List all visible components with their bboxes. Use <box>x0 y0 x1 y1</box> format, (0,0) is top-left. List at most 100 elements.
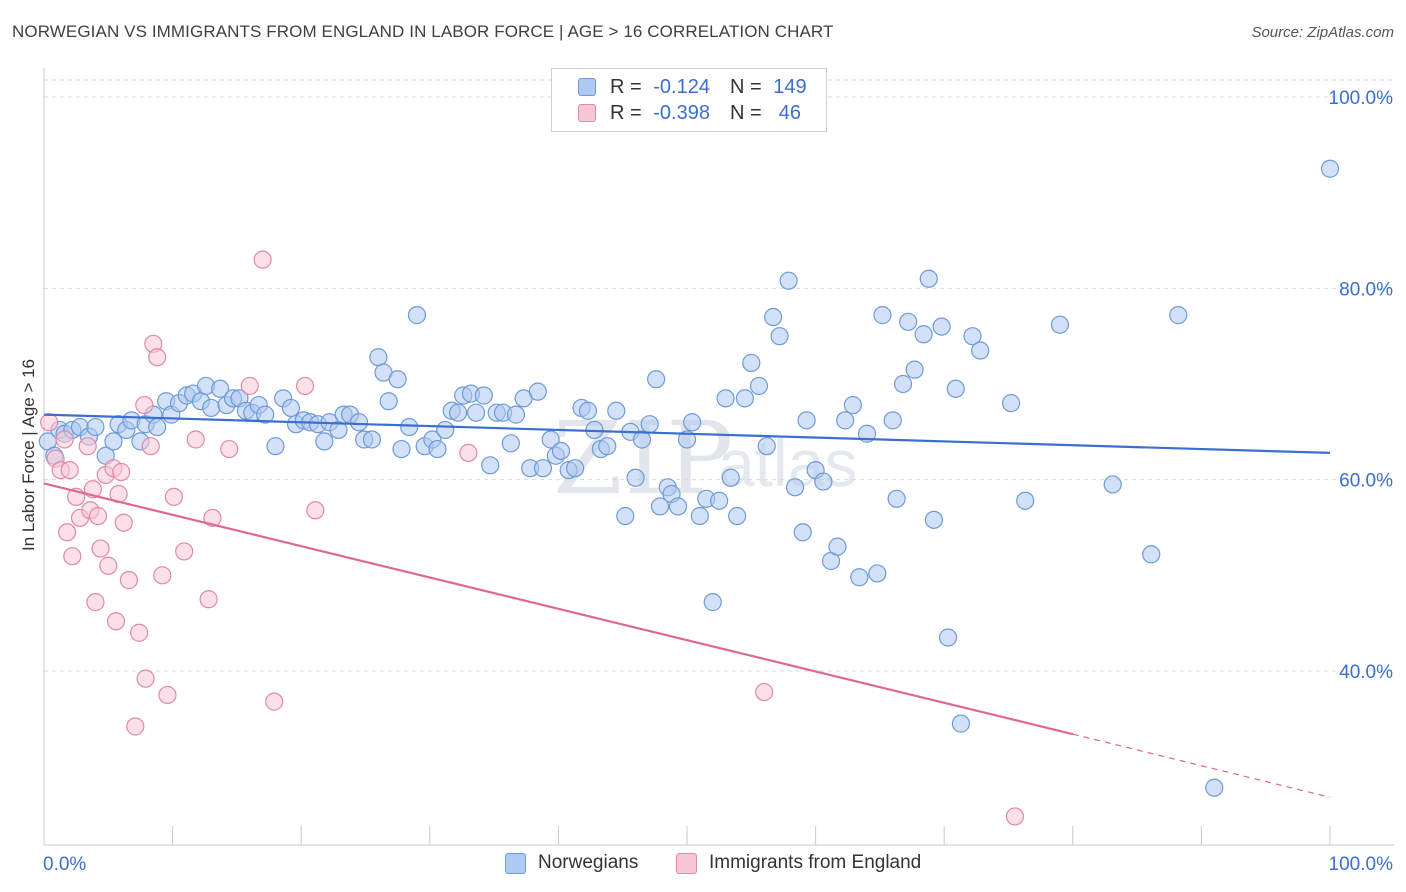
data-point-norwegians <box>400 417 419 437</box>
legend-n-label: N = <box>729 75 768 98</box>
legend-n-value: 149 <box>773 75 807 98</box>
chart-title: NORWEGIAN VS IMMIGRANTS FROM ENGLAND IN … <box>12 22 834 41</box>
y-tick-label: 60.0% <box>1339 471 1393 492</box>
data-point-immigrants <box>106 612 126 631</box>
data-point-immigrants <box>91 539 110 558</box>
data-point-immigrants <box>295 376 315 396</box>
data-point-norwegians <box>202 398 221 418</box>
data-point-norwegians <box>779 271 798 290</box>
data-point-immigrants <box>141 437 160 456</box>
data-point-immigrants <box>126 717 145 736</box>
data-point-norwegians <box>1320 159 1340 178</box>
data-point-norwegians <box>677 430 697 449</box>
y-axis-label: In Labor Force | Age > 16 <box>19 359 38 551</box>
data-point-immigrants <box>1005 807 1025 826</box>
legend-n-label: N = <box>729 101 768 124</box>
data-point-norwegians <box>474 386 493 405</box>
data-point-norwegians <box>690 506 709 526</box>
data-point-norwegians <box>566 459 585 478</box>
data-point-norwegians <box>640 415 659 434</box>
data-point-norwegians <box>919 269 938 288</box>
legend-swatch-pink <box>676 852 697 874</box>
data-point-norwegians <box>1103 475 1122 494</box>
data-point-norwegians <box>887 489 906 508</box>
data-point-norwegians <box>533 459 553 478</box>
legend-swatch-blue <box>578 78 596 96</box>
data-point-norwegians <box>650 497 670 516</box>
data-point-immigrants <box>158 685 177 705</box>
data-point-immigrants <box>199 590 218 609</box>
legend-item-norwegians: Norwegians <box>505 852 638 874</box>
legend-r-value: -0.398 <box>653 101 710 124</box>
data-point-immigrants <box>135 395 154 415</box>
data-point-immigrants <box>153 566 172 585</box>
data-point-norwegians <box>104 432 123 451</box>
data-point-norwegians <box>506 405 526 424</box>
data-point-norwegians <box>607 401 626 420</box>
data-point-norwegians <box>1169 306 1188 325</box>
data-point-norwegians <box>899 312 918 331</box>
data-point-norwegians <box>742 353 761 373</box>
data-point-norwegians <box>843 395 862 415</box>
data-point-norwegians <box>1142 545 1161 564</box>
data-point-norwegians <box>770 327 789 346</box>
data-point-norwegians <box>392 439 411 459</box>
legend-swatch-blue <box>505 852 526 874</box>
tick-labels: 40.0% 60.0% 80.0% 100.0% 0.0% 100.0% <box>43 88 1393 875</box>
data-point-norwegians <box>683 413 702 432</box>
data-point-norwegians <box>946 379 965 398</box>
data-point-immigrants <box>265 692 284 711</box>
x-tick-label: 0.0% <box>43 854 86 875</box>
legend-r-label: R = <box>610 75 648 98</box>
data-point-immigrants <box>136 669 155 688</box>
data-point-immigrants <box>203 508 222 528</box>
data-point-immigrants <box>63 547 82 566</box>
data-point-immigrants <box>130 623 149 642</box>
legend-item-immigrants: Immigrants from England <box>676 852 921 874</box>
data-point-immigrants <box>86 593 105 612</box>
data-point-immigrants <box>164 487 183 506</box>
data-point-immigrants <box>55 430 74 449</box>
data-point-norwegians <box>721 468 740 487</box>
data-point-norwegians <box>893 374 913 394</box>
data-point-immigrants <box>220 439 239 459</box>
data-point-norwegians <box>551 441 571 461</box>
data-point-immigrants <box>114 513 133 532</box>
data-point-norwegians <box>349 413 369 432</box>
x-tick-label: 100.0% <box>1329 854 1394 875</box>
data-point-norwegians <box>407 306 427 325</box>
legend-n-value: 46 <box>773 101 802 124</box>
data-point-norwegians <box>436 420 455 440</box>
data-point-norwegians <box>541 430 560 449</box>
data-point-immigrants <box>112 462 131 482</box>
data-point-norwegians <box>388 370 407 389</box>
y-tick-label: 80.0% <box>1339 279 1393 300</box>
data-point-norwegians <box>428 439 447 459</box>
series-norwegians <box>38 159 1340 797</box>
data-point-norwegians <box>703 593 722 612</box>
legend-swatch-pink <box>578 104 596 122</box>
trend-line-immigrants <box>43 482 1074 736</box>
data-point-immigrants <box>175 542 194 561</box>
data-point-norwegians <box>598 437 617 456</box>
data-point-immigrants <box>755 682 774 702</box>
data-point-norwegians <box>793 523 812 542</box>
data-point-norwegians <box>211 379 230 398</box>
data-point-norwegians <box>256 405 275 424</box>
axes <box>43 68 1394 846</box>
data-point-norwegians <box>86 417 105 437</box>
data-point-norwegians <box>379 392 398 411</box>
legend-r-value: -0.124 <box>653 75 710 98</box>
data-point-immigrants <box>253 250 272 269</box>
trend-lines <box>43 413 1331 798</box>
data-point-norwegians <box>281 398 301 418</box>
legend-r-label: R = <box>610 101 648 124</box>
data-point-norwegians <box>616 506 635 526</box>
data-point-norwegians <box>914 325 933 344</box>
data-point-norwegians <box>971 341 990 360</box>
data-point-immigrants <box>78 437 97 456</box>
data-point-immigrants <box>240 376 259 396</box>
data-point-norwegians <box>749 376 769 396</box>
legend-series: Norwegians Immigrants from England <box>0 852 1406 878</box>
data-point-norwegians <box>1001 394 1021 413</box>
